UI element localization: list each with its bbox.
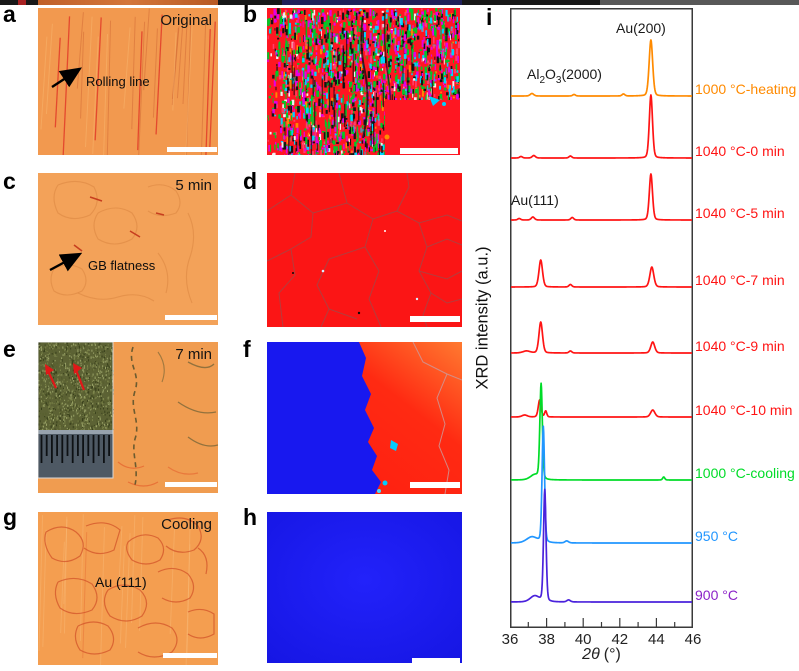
xrd-curve-7 — [511, 425, 692, 544]
panel-label-b: b — [243, 1, 258, 27]
panel-label-i: i — [486, 4, 493, 30]
micrograph-5min-image — [38, 173, 218, 325]
x-tick-label-38: 38 — [538, 631, 555, 648]
ruler — [38, 430, 113, 478]
panel-label-g: g — [3, 504, 18, 530]
strip-segment — [38, 0, 218, 5]
strip-segment — [282, 0, 462, 5]
scale-bar — [410, 482, 460, 488]
scale-bar — [400, 148, 458, 154]
ebsd-single-grain-image — [267, 512, 462, 663]
blue-grain-region — [267, 342, 381, 494]
scale-bar — [412, 658, 460, 663]
ebsd-5min-image — [267, 173, 462, 327]
scale-bar — [165, 315, 217, 320]
series-label-6: 1000 °C-cooling — [695, 465, 795, 481]
panel-a-micrograph: Original Rolling line — [38, 8, 218, 155]
grain-boundary-layer — [50, 180, 195, 304]
boundary-dash-layer — [73, 196, 165, 252]
panel-a-annotation: Rolling line — [86, 74, 150, 89]
xrd-curve-1 — [511, 94, 692, 159]
panel-f-ebsd-map — [267, 342, 462, 494]
annotation-arrow — [51, 67, 83, 89]
series-label-4: 1040 °C-9 min — [695, 338, 785, 354]
panel-label-h: h — [243, 504, 258, 530]
panel-e-tag: 7 min — [175, 346, 212, 363]
panel-c-tag: 5 min — [175, 177, 212, 194]
xrd-curve-8 — [511, 488, 692, 603]
xrd-curve-4 — [511, 321, 692, 354]
series-label-8: 900 °C — [695, 587, 738, 603]
ebsd-deformed-image — [267, 8, 460, 155]
ebsd-7min-image — [267, 342, 462, 494]
xrd-curve-6 — [511, 382, 692, 481]
panel-label-c: c — [3, 168, 16, 194]
grain-boundary-layer — [44, 517, 215, 658]
micrograph-original-image — [38, 8, 218, 155]
scale-bar — [167, 147, 217, 152]
xrd-curve-3 — [511, 259, 692, 288]
series-label-1: 1040 °C-0 min — [695, 143, 785, 159]
xrd-curve-0 — [511, 39, 692, 97]
scratch-texture-layer — [38, 514, 191, 665]
al2o3-annotation: Al2O3(2000) — [527, 66, 602, 86]
xrd-curves — [511, 39, 692, 603]
strip-segment — [18, 0, 26, 5]
x-tick-label-36: 36 — [501, 631, 519, 648]
red-arrows — [45, 363, 86, 391]
panel-b-ebsd-map — [267, 8, 460, 155]
x-tick-label-40: 40 — [574, 631, 592, 648]
scale-bar — [163, 653, 217, 658]
panel-a-tag: Original — [160, 12, 212, 29]
panel-d-ebsd-map — [267, 173, 462, 327]
xrd-curve-2 — [511, 173, 692, 221]
panel-g-tag: Cooling — [161, 516, 212, 533]
panel-label-d: d — [243, 168, 258, 194]
xrd-plot — [510, 8, 693, 628]
cropped-strip — [0, 0, 799, 5]
x-tick-label-44: 44 — [648, 631, 665, 648]
panel-label-f: f — [243, 336, 251, 362]
x-tick-label-46: 46 — [684, 631, 702, 648]
x-axis-label: 2θ (°) — [582, 646, 621, 663]
au200-annotation: Au(200) — [616, 20, 666, 36]
panel-h-ebsd-map — [267, 512, 462, 663]
ruler-ticks — [40, 435, 110, 463]
panel-g-micrograph: Cooling Au (111) — [38, 512, 218, 665]
au111-annotation: Au(111) — [511, 192, 559, 208]
sample-photo-inset — [38, 342, 114, 479]
series-label-3: 1040 °C-7 min — [695, 272, 785, 288]
x-tick-label-42: 42 — [611, 631, 629, 648]
panel-g-annotation: Au (111) — [95, 574, 147, 590]
series-label-0: 1000 °C-heating — [695, 81, 797, 97]
panel-label-a: a — [3, 1, 16, 27]
series-label-2: 1040 °C-5 min — [695, 205, 785, 221]
micrograph-7min-image — [38, 342, 218, 493]
panel-c-micrograph: 5 min GB flatness — [38, 173, 218, 325]
scale-bar — [165, 482, 217, 487]
series-label-7: 950 °C — [695, 528, 738, 544]
grain-boundary-layer — [412, 342, 462, 494]
panel-c-annotation: GB flatness — [88, 258, 156, 273]
scale-bar — [410, 316, 460, 322]
panel-label-e: e — [3, 336, 16, 362]
x-axis-ticks — [510, 618, 693, 627]
y-axis-label: XRD intensity (a.u.) — [473, 246, 492, 390]
panel-e-micrograph: 7 min — [38, 342, 218, 493]
strip-segment — [600, 0, 799, 5]
micrograph-cooling-image — [38, 512, 218, 665]
grain-boundary-layer — [267, 173, 462, 327]
annotation-arrow — [49, 252, 83, 272]
inset-speckle-layer — [38, 342, 114, 433]
series-label-5: 1040 °C-10 min — [695, 402, 793, 418]
rolling-texture-layer — [40, 8, 216, 155]
grain-boundary-layer — [117, 346, 218, 487]
recrystallized-grain-region — [385, 100, 460, 155]
